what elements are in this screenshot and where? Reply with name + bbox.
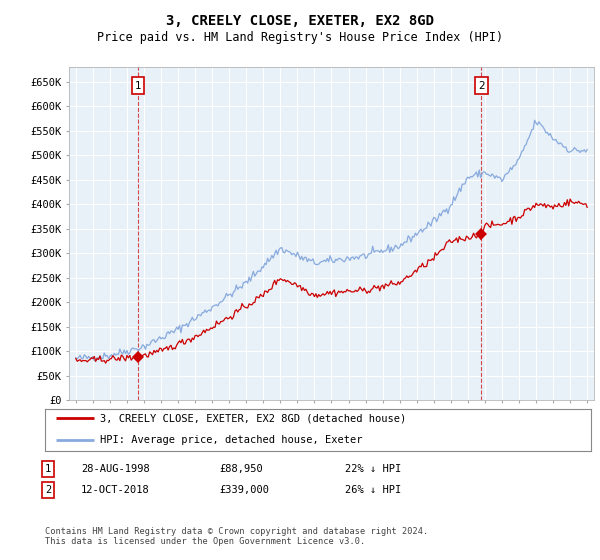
Text: £339,000: £339,000	[219, 485, 269, 495]
Text: HPI: Average price, detached house, Exeter: HPI: Average price, detached house, Exet…	[100, 435, 362, 445]
Text: 3, CREELY CLOSE, EXETER, EX2 8GD (detached house): 3, CREELY CLOSE, EXETER, EX2 8GD (detach…	[100, 413, 406, 423]
Text: Price paid vs. HM Land Registry's House Price Index (HPI): Price paid vs. HM Land Registry's House …	[97, 31, 503, 44]
Text: 1: 1	[135, 81, 142, 91]
Text: 28-AUG-1998: 28-AUG-1998	[81, 464, 150, 474]
Text: Contains HM Land Registry data © Crown copyright and database right 2024.
This d: Contains HM Land Registry data © Crown c…	[45, 526, 428, 546]
Text: 2: 2	[45, 485, 51, 495]
Text: 3, CREELY CLOSE, EXETER, EX2 8GD: 3, CREELY CLOSE, EXETER, EX2 8GD	[166, 14, 434, 28]
Text: 2: 2	[478, 81, 484, 91]
Text: 1: 1	[45, 464, 51, 474]
Text: 22% ↓ HPI: 22% ↓ HPI	[345, 464, 401, 474]
Text: 12-OCT-2018: 12-OCT-2018	[81, 485, 150, 495]
Text: £88,950: £88,950	[219, 464, 263, 474]
Text: 26% ↓ HPI: 26% ↓ HPI	[345, 485, 401, 495]
